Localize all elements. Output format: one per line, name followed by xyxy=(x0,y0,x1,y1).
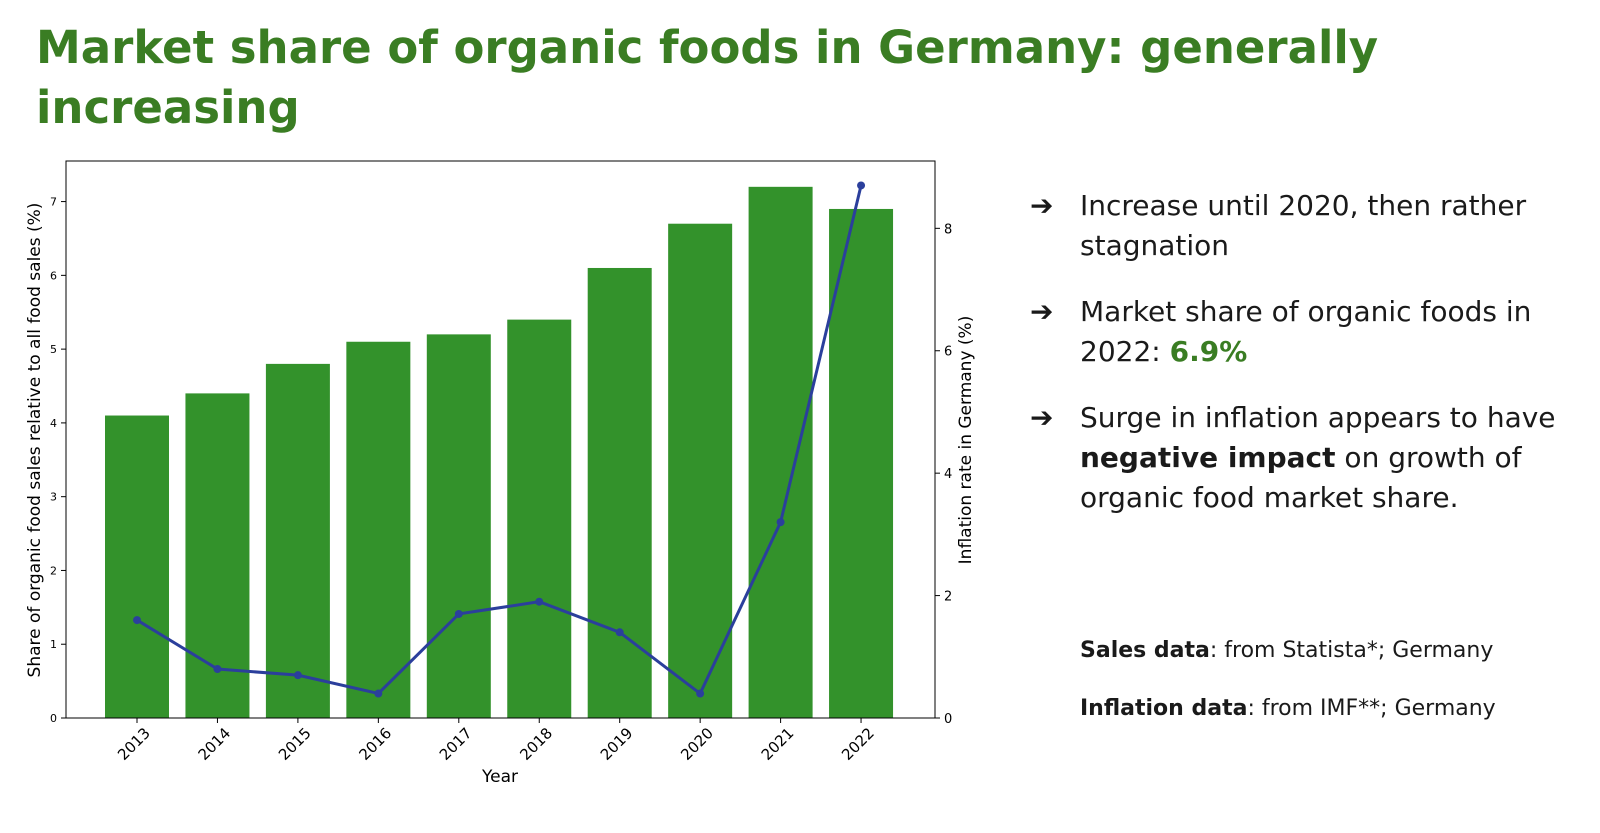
y-axis-left-label: Share of organic food sales relative to … xyxy=(25,203,45,678)
y-axis-right-label: Inflation rate in Germany (%) xyxy=(956,316,976,565)
y2-tick-label: 4 xyxy=(944,467,952,482)
sales-source: Sales data: from Statista*; Germany xyxy=(1080,634,1560,668)
inflation-source-text: : from IMF**; Germany xyxy=(1247,696,1496,721)
bar-2014 xyxy=(185,393,250,718)
inflation-point-2016 xyxy=(374,689,383,698)
y2-tick-label: 8 xyxy=(944,222,952,237)
x-tick-label: 2022 xyxy=(838,724,878,764)
inflation-point-2014 xyxy=(213,665,222,674)
bar-2022 xyxy=(829,208,894,718)
bullet-3: ➔ Surge in inflation appears to have neg… xyxy=(1030,398,1590,518)
x-tick-label: 2016 xyxy=(355,724,395,764)
x-axis-label: Year xyxy=(481,767,518,787)
bar-2015 xyxy=(265,363,330,718)
inflation-source: Inflation data: from IMF**; Germany xyxy=(1080,692,1560,726)
arrow-right-icon: ➔ xyxy=(1030,295,1054,328)
inflation-source-label: Inflation data xyxy=(1080,696,1248,721)
inflation-point-2017 xyxy=(454,609,463,618)
bars-layer xyxy=(105,186,894,719)
inflation-point-2019 xyxy=(615,628,624,637)
bullet-2-text: Market share of organic foods in 2022: xyxy=(1080,295,1532,368)
y-tick-label: 3 xyxy=(50,491,57,504)
inflation-point-2015 xyxy=(293,671,302,680)
sales-source-text: : from Statista*; Germany xyxy=(1209,638,1494,663)
y-axis-left: 0 1 2 3 4 5 6 7 xyxy=(50,196,66,725)
sales-source-label: Sales data xyxy=(1080,638,1210,663)
y-tick-label: 0 xyxy=(50,712,57,725)
bar-2020 xyxy=(668,223,733,718)
y-tick-label: 4 xyxy=(50,417,57,430)
bullet-2: ➔ Market share of organic foods in 2022:… xyxy=(1030,292,1590,372)
bullet-1: ➔ Increase until 2020, then rather stagn… xyxy=(1030,186,1590,266)
inflation-line xyxy=(136,185,863,696)
bar-2016 xyxy=(346,341,411,718)
arrow-right-icon: ➔ xyxy=(1030,189,1054,222)
x-tick-label: 2017 xyxy=(436,724,476,764)
bullet-3-text-before: Surge in inflation appears to have xyxy=(1080,401,1556,434)
x-tick-label: 2019 xyxy=(597,724,637,764)
page-title: Market share of organic foods in Germany… xyxy=(36,21,1379,134)
bullet-2-highlight: 6.9% xyxy=(1169,335,1248,368)
y-tick-label: 5 xyxy=(50,343,57,356)
inflation-point-2018 xyxy=(535,597,544,606)
x-tick-label: 2014 xyxy=(195,724,235,764)
y-tick-label: 6 xyxy=(50,269,57,282)
line-layer xyxy=(133,181,866,698)
x-tick-label: 2020 xyxy=(677,724,717,764)
inflation-point-2020 xyxy=(696,689,705,698)
y-tick-label: 2 xyxy=(50,564,57,577)
x-axis: 2013 2014 2015 2016 2017 2018 2019 2020 2021 2022 xyxy=(114,718,878,764)
bullet-3-bold: negative impact xyxy=(1080,441,1336,474)
y2-tick-label: 2 xyxy=(944,590,952,605)
inflation-point-2022 xyxy=(857,181,866,190)
bar-2021 xyxy=(748,186,813,719)
bar-2013 xyxy=(105,415,169,718)
y-tick-label: 7 xyxy=(50,196,57,209)
y2-tick-label: 0 xyxy=(944,712,952,727)
x-tick-label: 2021 xyxy=(758,724,798,764)
inflation-point-2013 xyxy=(133,616,141,625)
bar-2017 xyxy=(426,334,491,718)
x-tick-label: 2013 xyxy=(114,724,154,764)
sources: Sales data: from Statista*; Germany Infl… xyxy=(1080,634,1560,750)
bar-2019 xyxy=(587,267,652,718)
inflation-point-2021 xyxy=(776,518,785,527)
bullet-1-text: Increase until 2020, then rather stagnat… xyxy=(1080,189,1527,262)
x-tick-label: 2015 xyxy=(275,724,315,764)
y-tick-label: 1 xyxy=(50,638,57,651)
arrow-right-icon: ➔ xyxy=(1030,401,1054,434)
bar-2018 xyxy=(507,319,572,718)
y-axis-right: 0 2 4 6 8 xyxy=(935,222,952,727)
bullet-3-text-after: on growth of organic food market share. xyxy=(1080,441,1522,514)
x-tick-label: 2018 xyxy=(516,724,556,764)
y2-tick-label: 6 xyxy=(944,345,952,360)
plot-frame xyxy=(65,160,936,719)
key-points: ➔ Increase until 2020, then rather stagn… xyxy=(1030,186,1590,544)
